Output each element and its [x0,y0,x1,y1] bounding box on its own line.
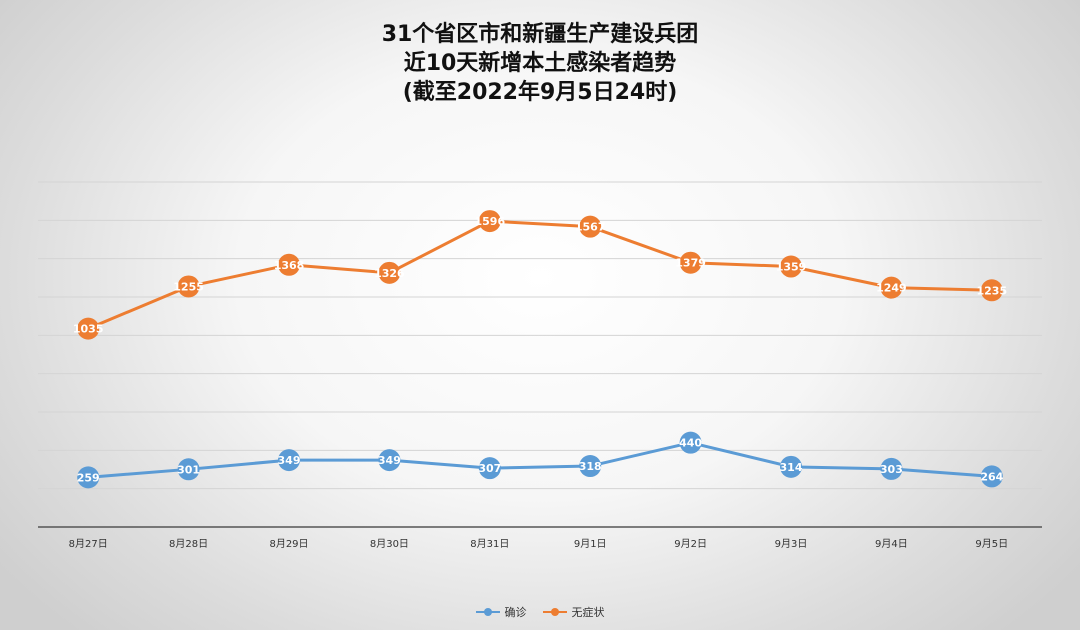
data-point [378,261,401,284]
chart-title-line-1: 31个省区市和新疆生产建设兵团 [381,22,699,47]
data-point [679,431,702,454]
legend-swatch-asymptomatic [542,607,567,617]
data-point [980,279,1003,302]
x-tick-label: 9月2日 [674,538,707,550]
data-label: 349 [378,454,401,467]
data-label: 301 [177,463,200,476]
data-point [478,457,501,480]
data-point [378,449,401,472]
data-label: 440 [679,437,702,450]
x-tick-label: 8月27日 [69,538,108,550]
data-label: 1596 [474,215,505,228]
x-tick-label: 8月29日 [269,538,308,550]
data-point [478,210,501,233]
legend-label-asymptomatic: 无症状 [571,606,605,619]
legend-swatch-confirmed [475,607,500,617]
legend-item-confirmed[interactable]: 确诊 [475,604,527,620]
legend-dot-asymptomatic [550,608,559,616]
x-tick-label: 8月28日 [169,538,208,550]
data-label: 1249 [876,282,907,295]
series-line-0 [88,441,992,479]
data-label: 264 [980,470,1003,483]
data-point [278,253,300,276]
x-tick-label: 8月31日 [470,538,509,550]
data-point [679,251,702,274]
data-point [980,465,1003,488]
legend-dot-confirmed [483,608,492,616]
data-label: 259 [77,471,100,484]
data-label: 307 [478,462,501,475]
chart-title-line-2: 近10天新增本土感染者趋势 [403,51,677,76]
x-tick-label: 9月1日 [574,538,607,550]
data-point [579,455,602,478]
x-tick-label: 8月30日 [370,538,409,550]
data-label: 303 [880,463,903,476]
data-label: 1035 [73,323,104,336]
data-label: 349 [278,454,301,467]
data-label: 1235 [976,284,1007,297]
series-line-1 [87,219,992,331]
data-point [278,449,300,472]
data-point [177,458,200,481]
data-point [77,317,100,340]
data-label: 1255 [173,280,204,293]
x-tick-label: 9月5日 [975,538,1008,550]
data-label: 318 [579,460,602,473]
data-label: 1359 [776,261,807,274]
legend-label-confirmed: 确诊 [504,606,527,619]
data-point [880,457,903,480]
chart-title: 31个省区市和新疆生产建设兵团 近10天新增本土感染者趋势 (截至2022年9月… [0,20,1080,107]
data-point [579,215,602,238]
legend-item-asymptomatic[interactable]: 无症状 [542,604,605,620]
data-label: 1368 [274,259,305,272]
x-tick-label: 9月3日 [775,538,808,550]
data-label: 314 [780,461,803,474]
data-point [880,276,903,299]
data-point [177,275,200,298]
x-tick-label: 9月4日 [875,538,908,550]
data-point [780,455,802,478]
data-point [780,255,802,278]
data-point [77,466,100,489]
data-label: 1567 [575,221,606,234]
data-label: 1379 [675,257,706,270]
data-label: 1326 [374,267,405,280]
chart-title-line-3: (截至2022年9月5日24时) [402,80,678,105]
chart-legend: 确诊 无症状 [0,604,1080,620]
